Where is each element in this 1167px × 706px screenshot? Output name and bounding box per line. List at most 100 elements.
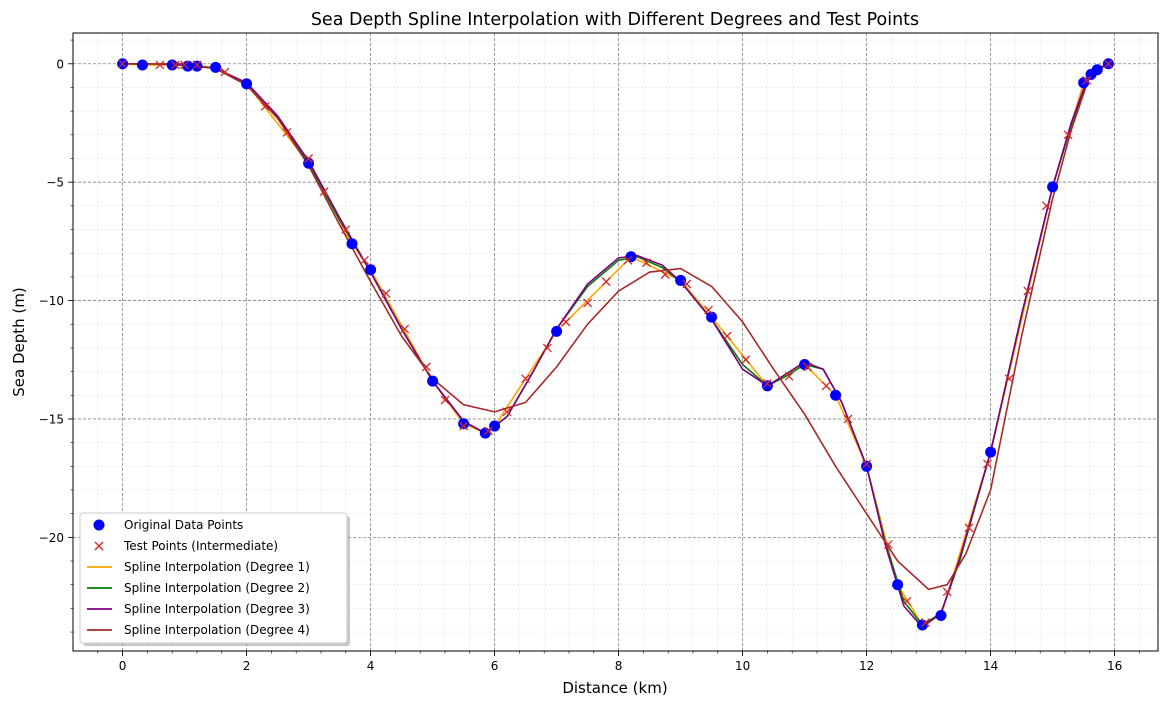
original-data-point (935, 609, 947, 621)
test-point-marker (170, 60, 180, 70)
test-point-marker (921, 618, 930, 628)
original-data-point (241, 78, 253, 90)
y-tick-label: −20 (39, 531, 64, 545)
y-tick-label: 0 (56, 57, 64, 71)
x-tick-label: 16 (1107, 659, 1122, 673)
x-tick-label: 2 (243, 659, 251, 673)
test-point-marker (883, 539, 893, 549)
test-point-marker (1004, 374, 1014, 384)
legend-label-original-points: Original Data Points (124, 518, 243, 532)
legend-label-degree-4: Spline Interpolation (Degree 4) (124, 623, 310, 637)
test-point-marker (722, 331, 732, 341)
test-point-marker (359, 255, 369, 265)
original-data-point (830, 389, 842, 401)
legend-label-degree-2: Spline Interpolation (Degree 2) (124, 581, 310, 595)
test-point-marker (843, 414, 853, 424)
test-point-marker (862, 459, 872, 469)
test-point-marker (821, 381, 831, 391)
test-point-marker (1023, 286, 1033, 296)
test-point-marker (942, 587, 952, 597)
test-point-marker (1063, 130, 1073, 140)
original-data-point (458, 418, 470, 430)
legend: Original Data Points Test Points (Interm… (79, 512, 350, 646)
y-tick-label: −15 (39, 412, 64, 426)
legend-marker-original-points (93, 519, 105, 531)
test-point-marker (260, 101, 270, 111)
test-point-marker (381, 289, 391, 298)
original-data-point (985, 446, 997, 458)
original-data-point (427, 375, 439, 387)
test-point-marker (983, 459, 992, 469)
test-point-marker (1082, 75, 1092, 85)
test-point-marker (282, 127, 292, 137)
test-point-marker (542, 343, 552, 353)
test-point-marker (155, 60, 165, 70)
test-point-marker (220, 67, 230, 77)
test-point-marker (502, 407, 512, 417)
original-data-point (675, 274, 687, 286)
x-tick-label: 12 (859, 659, 874, 673)
chart-title: Sea Depth Spline Interpolation with Diff… (311, 10, 919, 30)
test-points (118, 59, 1113, 628)
legend-marker-test-points (94, 541, 104, 551)
x-axis-ticks: 0 2 4 6 8 10 12 14 16 (97, 651, 1140, 673)
y-axis-label: Sea Depth (m) (10, 287, 28, 396)
original-data-point (706, 311, 718, 323)
original-data-point (551, 325, 563, 337)
test-point-marker (1103, 59, 1113, 69)
test-point-marker (521, 374, 531, 384)
test-point-marker (660, 270, 670, 279)
test-point-marker (642, 258, 651, 268)
original-data-point (365, 264, 377, 276)
legend-label-test-points: Test Points (Intermediate) (123, 539, 278, 553)
x-axis-label: Distance (km) (562, 679, 667, 697)
x-tick-label: 0 (119, 659, 127, 673)
test-point-marker (964, 523, 974, 533)
plot-frame (72, 32, 1159, 652)
original-data-point (182, 60, 194, 72)
original-data-point (191, 60, 203, 72)
test-point-marker (440, 395, 450, 405)
y-tick-label: −10 (39, 294, 64, 308)
test-point-marker (741, 355, 751, 365)
test-point-marker (180, 60, 190, 70)
original-data-point (761, 380, 773, 392)
test-point-marker (682, 279, 692, 289)
test-point-marker (601, 277, 611, 287)
test-point-marker (803, 362, 813, 372)
original-data-point (346, 238, 358, 250)
test-point-marker (459, 421, 469, 431)
x-tick-label: 10 (735, 659, 750, 673)
original-data-point (210, 61, 222, 73)
original-data-point (489, 420, 501, 432)
original-data-point (1091, 64, 1103, 76)
test-point-marker (762, 378, 772, 388)
spline-line-degree-3 (122, 62, 1109, 629)
test-point-marker (483, 426, 493, 436)
y-tick-label: −5 (46, 176, 64, 190)
x-tick-label: 6 (491, 659, 499, 673)
test-point-marker (341, 225, 351, 234)
x-tick-label: 4 (367, 659, 375, 673)
test-point-marker (902, 596, 912, 606)
legend-label-degree-1: Spline Interpolation (Degree 1) (124, 560, 310, 574)
test-point-marker (192, 60, 202, 70)
test-point-marker (704, 305, 713, 315)
original-data-point (1047, 181, 1059, 193)
test-point-marker (400, 324, 410, 334)
original-data-point (136, 59, 148, 71)
original-data-point (861, 460, 873, 472)
original-data-point (166, 59, 178, 71)
test-point-marker (1041, 201, 1051, 211)
test-point-marker (561, 317, 571, 327)
x-tick-label: 8 (615, 659, 623, 673)
y-axis-ticks: 0 −5 −10 −15 −20 (39, 39, 73, 633)
test-point-marker (421, 362, 431, 372)
legend-label-degree-3: Spline Interpolation (Degree 3) (124, 602, 310, 616)
spline-line-degree-4 (122, 62, 1109, 591)
test-point-marker (623, 255, 633, 265)
test-point-marker (319, 187, 329, 197)
test-point-marker (304, 154, 314, 163)
original-data-point (892, 579, 904, 591)
